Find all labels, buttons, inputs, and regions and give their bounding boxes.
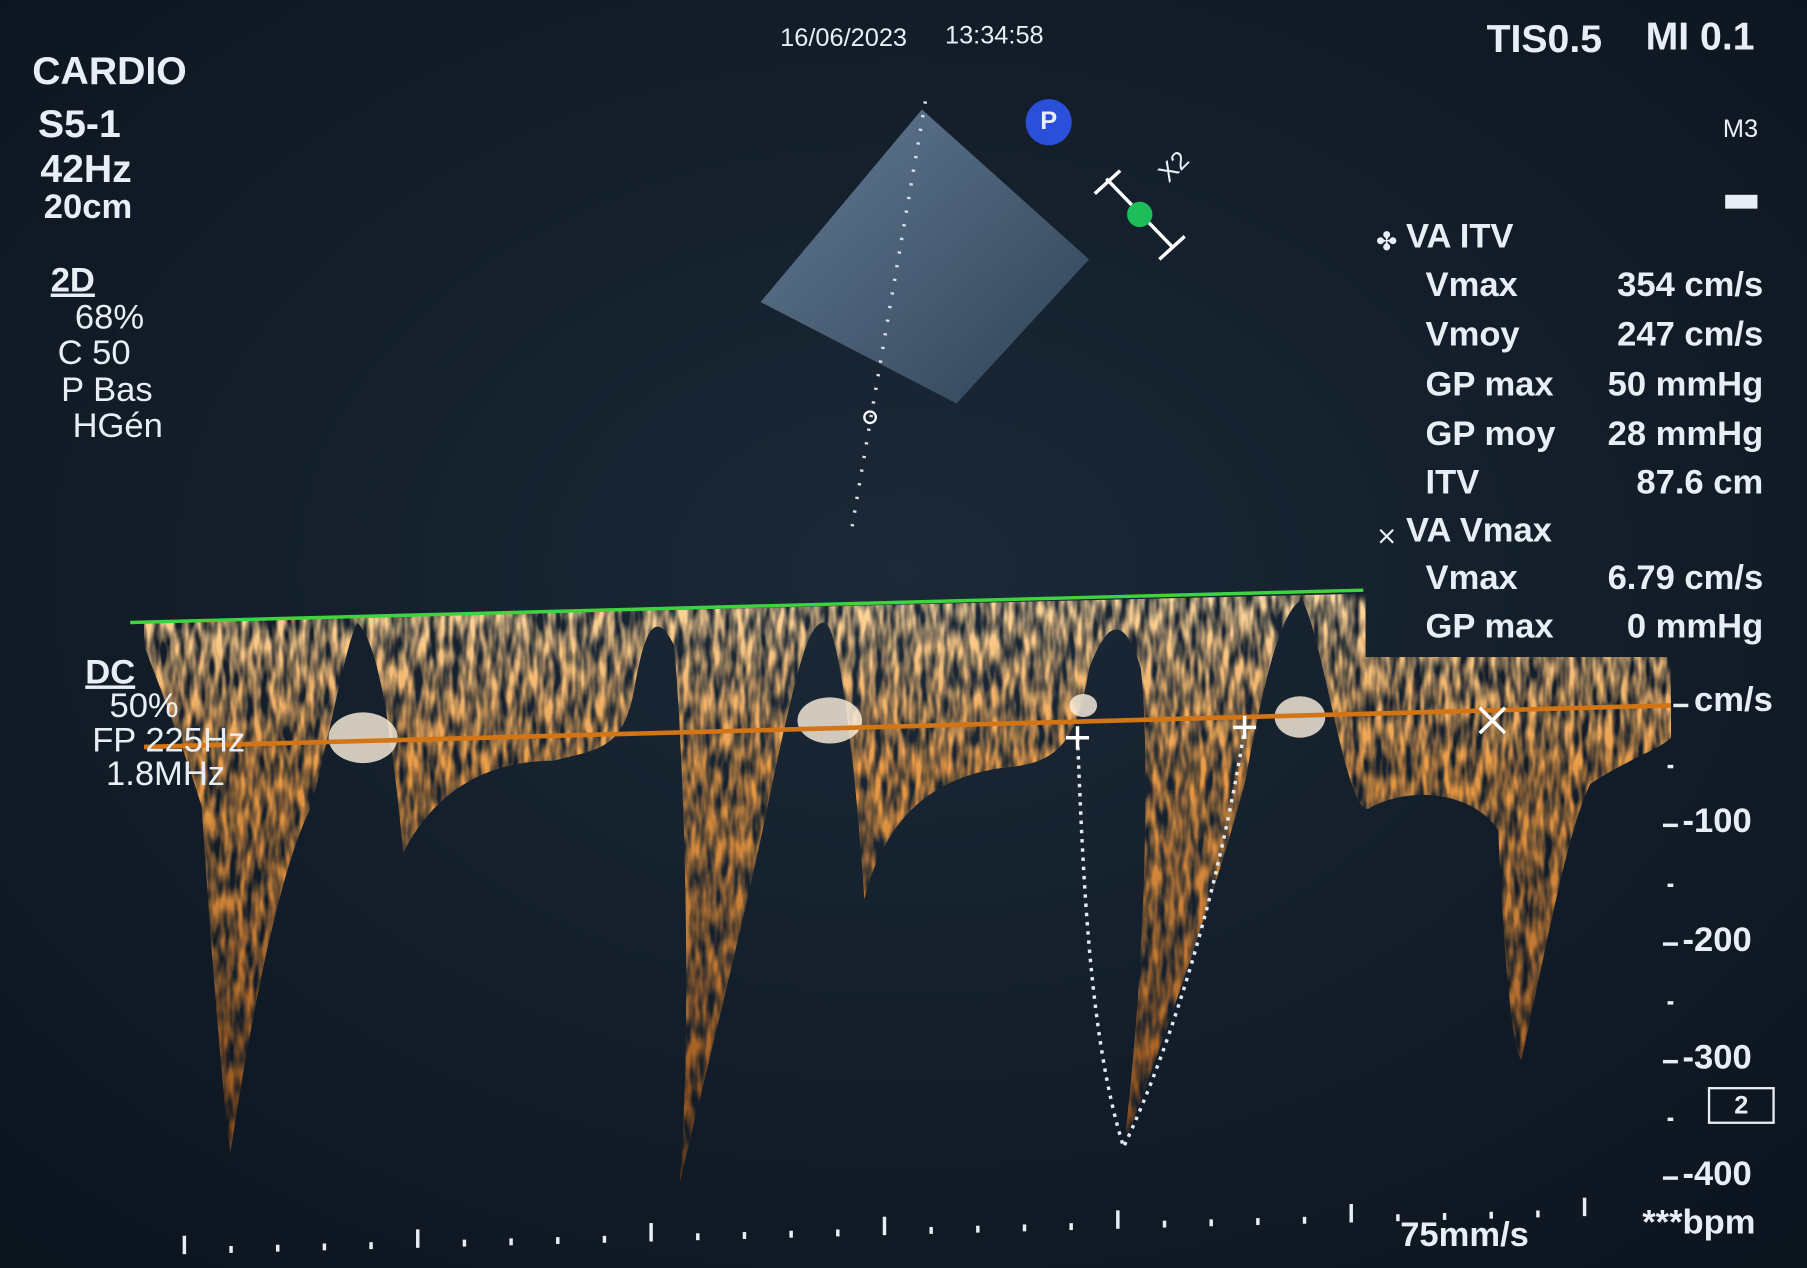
measurement-value: 247 cm/s bbox=[1617, 316, 1763, 354]
doppler-mode: DC bbox=[85, 653, 135, 691]
scale-label: -400 bbox=[1683, 1155, 1752, 1193]
power: P Bas bbox=[61, 371, 153, 409]
measurement-label: ITV bbox=[1426, 463, 1480, 501]
measurement-label: Vmoy bbox=[1426, 316, 1521, 354]
scale-unit: cm/s bbox=[1694, 681, 1773, 719]
time: 13:34:58 bbox=[945, 22, 1044, 50]
sweep-speed: 75mm/s bbox=[1400, 1216, 1529, 1254]
indicator bbox=[1725, 195, 1757, 209]
heart-rate: ***bpm bbox=[1642, 1203, 1755, 1241]
preset: CARDIO bbox=[32, 50, 186, 93]
measurement-label: GP max bbox=[1426, 607, 1554, 645]
measurement-value: 6.79 cm/s bbox=[1608, 559, 1764, 597]
mode-code: M3 bbox=[1723, 115, 1758, 143]
measurement-label: GP moy bbox=[1426, 415, 1557, 453]
measurement-label: Vmax bbox=[1426, 559, 1518, 597]
doppler-prf: FP 225Hz bbox=[92, 721, 245, 759]
measurement-label: GP max bbox=[1426, 365, 1554, 403]
scale-label: -100 bbox=[1683, 802, 1752, 840]
gain: 68% bbox=[75, 298, 144, 336]
measurement-icon: ✤ bbox=[1376, 228, 1397, 256]
depth: 20cm bbox=[44, 188, 132, 226]
measurement-title: VA ITV bbox=[1406, 218, 1514, 256]
mi: MI 0.1 bbox=[1646, 16, 1755, 59]
measurement-value: 354 cm/s bbox=[1617, 266, 1763, 304]
zoom: 2 bbox=[1734, 1091, 1748, 1119]
probe: S5-1 bbox=[38, 103, 121, 146]
harmonic: HGén bbox=[73, 407, 163, 445]
ultrasound-screen: P X2 CARDIO S5-1 42Hz 20cm 2D 68% C 50 P… bbox=[0, 0, 1807, 1268]
scale-label: -200 bbox=[1683, 921, 1752, 959]
probe-icon-label: P bbox=[1040, 107, 1057, 135]
measurement-value: 50 mmHg bbox=[1608, 365, 1764, 403]
measurement-icon: ⨯ bbox=[1376, 522, 1397, 550]
measurement-value: 28 mmHg bbox=[1608, 415, 1764, 453]
tis: TIS0.5 bbox=[1487, 18, 1602, 61]
measurement-value: 87.6 cm bbox=[1636, 463, 1763, 501]
measurement-title: VA Vmax bbox=[1406, 512, 1552, 550]
contrast: C 50 bbox=[58, 334, 131, 372]
scale-label: -300 bbox=[1683, 1038, 1752, 1076]
frame-rate: 42Hz bbox=[40, 148, 131, 191]
marker-dot bbox=[1127, 202, 1152, 227]
doppler-gain: 50% bbox=[109, 687, 178, 725]
measurement-value: 0 mmHg bbox=[1627, 607, 1763, 645]
measurement-label: Vmax bbox=[1426, 266, 1518, 304]
doppler-frequency: 1.8MHz bbox=[106, 755, 225, 793]
mode: 2D bbox=[51, 262, 95, 300]
date: 16/06/2023 bbox=[780, 24, 907, 52]
